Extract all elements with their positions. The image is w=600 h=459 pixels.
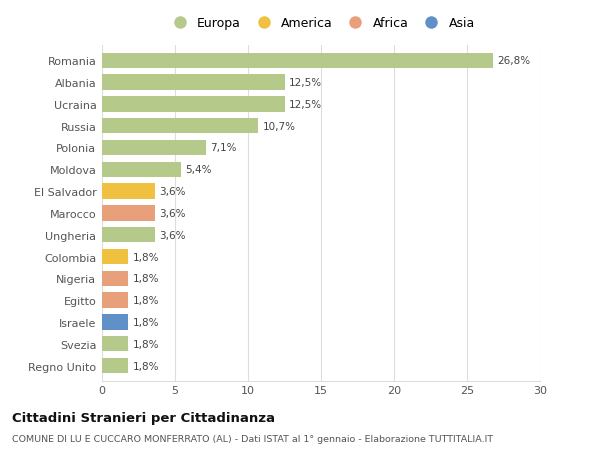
Text: 1,8%: 1,8% <box>133 317 159 327</box>
Text: 3,6%: 3,6% <box>159 208 185 218</box>
Bar <box>102 249 128 264</box>
Bar <box>102 358 128 373</box>
Text: 1,8%: 1,8% <box>133 296 159 305</box>
Text: 12,5%: 12,5% <box>289 100 322 110</box>
Bar <box>102 54 493 69</box>
Text: 1,8%: 1,8% <box>133 252 159 262</box>
Bar <box>102 119 258 134</box>
Bar <box>102 228 155 243</box>
Bar <box>102 336 128 352</box>
Text: Cittadini Stranieri per Cittadinanza: Cittadini Stranieri per Cittadinanza <box>12 411 275 424</box>
Bar <box>102 293 128 308</box>
Text: 3,6%: 3,6% <box>159 187 185 196</box>
Legend: Europa, America, Africa, Asia: Europa, America, Africa, Asia <box>162 12 480 35</box>
Text: 1,8%: 1,8% <box>133 339 159 349</box>
Text: 12,5%: 12,5% <box>289 78 322 88</box>
Bar <box>102 271 128 286</box>
Bar <box>102 184 155 199</box>
Bar <box>102 314 128 330</box>
Text: 1,8%: 1,8% <box>133 274 159 284</box>
Text: 3,6%: 3,6% <box>159 230 185 240</box>
Text: 26,8%: 26,8% <box>497 56 531 66</box>
Bar <box>102 162 181 178</box>
Bar <box>102 206 155 221</box>
Text: 1,8%: 1,8% <box>133 361 159 371</box>
Bar <box>102 97 284 112</box>
Text: 10,7%: 10,7% <box>263 122 296 131</box>
Text: COMUNE DI LU E CUCCARO MONFERRATO (AL) - Dati ISTAT al 1° gennaio - Elaborazione: COMUNE DI LU E CUCCARO MONFERRATO (AL) -… <box>12 434 493 443</box>
Bar <box>102 75 284 90</box>
Text: 5,4%: 5,4% <box>185 165 212 175</box>
Bar <box>102 140 206 156</box>
Text: 7,1%: 7,1% <box>210 143 236 153</box>
